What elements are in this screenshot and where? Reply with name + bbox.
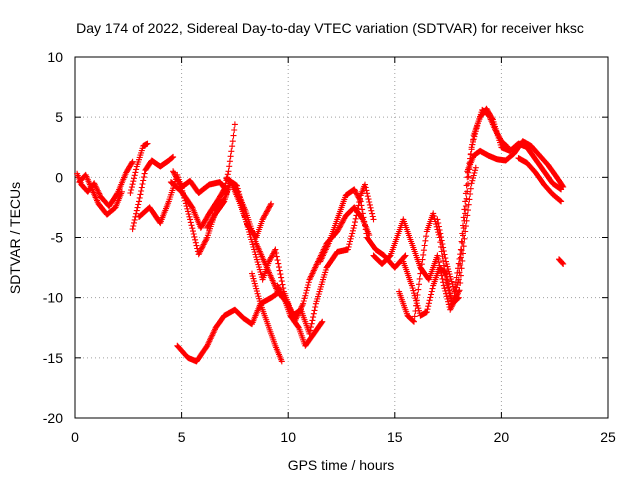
data-point-markers: [74, 158, 136, 210]
data-point-markers: [127, 140, 151, 196]
y-tick-label: 5: [55, 109, 63, 125]
series-arc-20: [515, 155, 565, 205]
data-point-markers: [170, 168, 230, 196]
data-points: [74, 105, 567, 365]
x-tick-label: 5: [178, 429, 186, 445]
y-tick-label: -20: [43, 410, 63, 426]
series-arc-16: [396, 164, 479, 325]
y-tick-label: -5: [51, 230, 64, 246]
data-point-markers: [129, 153, 177, 233]
x-tick-label: 10: [280, 429, 296, 445]
y-tick-label: -15: [43, 350, 63, 366]
series-arc-19: [464, 138, 567, 190]
data-point-markers: [167, 121, 238, 231]
axis-ticks: 0 5 10 15 20 25 -20 -15 -10 -5 0 5 10: [43, 49, 616, 445]
data-point-markers: [76, 171, 125, 218]
y-tick-label: 10: [47, 49, 63, 65]
y-tick-label: -10: [43, 290, 63, 306]
series-arc-7: [167, 121, 238, 231]
chart-title: Day 174 of 2022, Sidereal Day-to-day VTE…: [76, 20, 584, 36]
gridlines: [75, 57, 608, 418]
y-axis-label: SDTVAR / TECUs: [7, 182, 23, 294]
series-arc-6: [170, 168, 230, 196]
series-arc-3: [129, 153, 177, 233]
x-tick-label: 20: [494, 429, 510, 445]
x-axis-label: GPS time / hours: [288, 457, 395, 473]
x-tick-label: 15: [387, 429, 403, 445]
series-arc-12: [249, 270, 285, 365]
series-arc-4: [127, 140, 151, 196]
series-arc-1: [74, 158, 136, 210]
x-tick-label: 0: [71, 429, 79, 445]
data-point-markers: [249, 270, 285, 365]
y-tick-label: 0: [55, 169, 63, 185]
data-point-markers: [556, 256, 567, 267]
data-point-markers: [231, 182, 373, 325]
data-point-markers: [274, 282, 326, 349]
series-arc-10: [231, 182, 373, 325]
series-arc-2: [76, 171, 125, 218]
plot-frame: [74, 56, 609, 419]
data-point-markers: [515, 155, 565, 205]
series-arc-21: [556, 256, 567, 267]
data-point-markers: [396, 164, 479, 325]
x-tick-label: 25: [600, 429, 616, 445]
series-arc-13: [274, 282, 326, 349]
data-point-markers: [464, 138, 567, 190]
